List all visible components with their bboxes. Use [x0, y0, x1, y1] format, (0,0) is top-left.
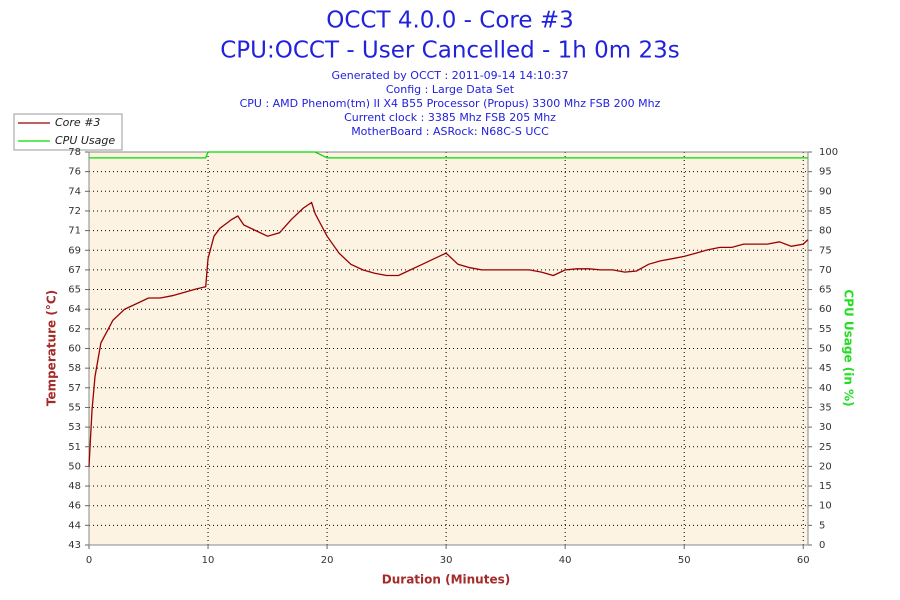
x-tick-label: 50	[678, 555, 691, 566]
info-line: Config : Large Data Set	[386, 83, 515, 96]
x-axis-label: Duration (Minutes)	[382, 573, 510, 587]
y2-tick-label: 30	[819, 422, 832, 433]
y2-tick-label: 50	[819, 344, 832, 355]
y2-tick-label: 80	[819, 226, 832, 237]
y-tick-label: 44	[68, 520, 81, 531]
legend-label: CPU Usage	[55, 134, 115, 147]
y-tick-label: 43	[68, 540, 81, 551]
y2-tick-label: 85	[819, 206, 832, 217]
x-tick-label: 40	[559, 555, 572, 566]
y-tick-label: 69	[68, 245, 81, 256]
series-line	[88, 201, 809, 467]
y-tick-label: 55	[68, 402, 81, 413]
x-tick-label: 60	[797, 555, 810, 566]
y-axis-label: Temperature (°C)	[45, 290, 59, 406]
y2-tick-label: 35	[819, 402, 832, 413]
info-line: MotherBoard : ASRock: N68C-S UCC	[351, 125, 549, 138]
y-tick-label: 62	[68, 324, 81, 335]
y2-tick-label: 15	[819, 481, 832, 492]
plot-border	[88, 151, 809, 546]
info-line: CPU : AMD Phenom(tm) II X4 B55 Processor…	[240, 97, 661, 110]
y-tick-label: 50	[68, 461, 81, 472]
y2-tick-label: 100	[819, 147, 838, 158]
y-tick-label: 78	[68, 147, 81, 158]
y-tick-label: 51	[68, 442, 81, 453]
y-tick-label: 60	[68, 344, 81, 355]
y2-tick-label: 45	[819, 363, 832, 374]
y-tick-label: 72	[68, 206, 81, 217]
y2-tick-label: 60	[819, 304, 832, 315]
y2-tick-label: 65	[819, 285, 832, 296]
y2-tick-label: 70	[819, 265, 832, 276]
y2-tick-label: 25	[819, 442, 832, 453]
y2-tick-label: 90	[819, 186, 832, 197]
y2-tick-label: 0	[819, 540, 825, 551]
y2-tick-label: 10	[819, 501, 832, 512]
y2-tick-label: 75	[819, 245, 832, 256]
x-tick-label: 0	[86, 555, 92, 566]
info-line: Current clock : 3385 Mhz FSB 205 Mhz	[344, 111, 556, 124]
y2-tick-label: 40	[819, 383, 832, 394]
y2-tick-label: 5	[819, 520, 825, 531]
y-tick-label: 58	[68, 363, 81, 374]
y-tick-label: 64	[68, 304, 81, 315]
chart-title: OCCT 4.0.0 - Core #3	[326, 8, 573, 34]
y2-axis-label: CPU Usage (in %)	[842, 289, 856, 406]
y-tick-label: 65	[68, 285, 81, 296]
y-tick-label: 76	[68, 167, 81, 178]
y2-tick-label: 20	[819, 461, 832, 472]
y-tick-label: 71	[68, 226, 81, 237]
legend-label: Core #3	[55, 116, 100, 129]
x-tick-label: 20	[321, 555, 334, 566]
chart-title: CPU:OCCT - User Cancelled - 1h 0m 23s	[220, 38, 680, 64]
legend-box	[13, 113, 123, 151]
info-line: Generated by OCCT : 2011-09-14 14:10:37	[331, 69, 568, 82]
y2-tick-label: 55	[819, 324, 832, 335]
y-tick-label: 67	[68, 265, 81, 276]
legend: Core #3 CPU Usage	[13, 113, 123, 151]
y-tick-label: 53	[68, 422, 81, 433]
y-tick-label: 74	[68, 186, 81, 197]
x-tick-label: 30	[440, 555, 453, 566]
y-tick-label: 48	[68, 481, 81, 492]
y2-tick-label: 95	[819, 167, 832, 178]
x-tick-label: 10	[202, 555, 215, 566]
series-line	[89, 151, 808, 159]
y-tick-label: 46	[68, 501, 81, 512]
y-tick-label: 57	[68, 383, 81, 394]
plot-area	[89, 152, 808, 545]
